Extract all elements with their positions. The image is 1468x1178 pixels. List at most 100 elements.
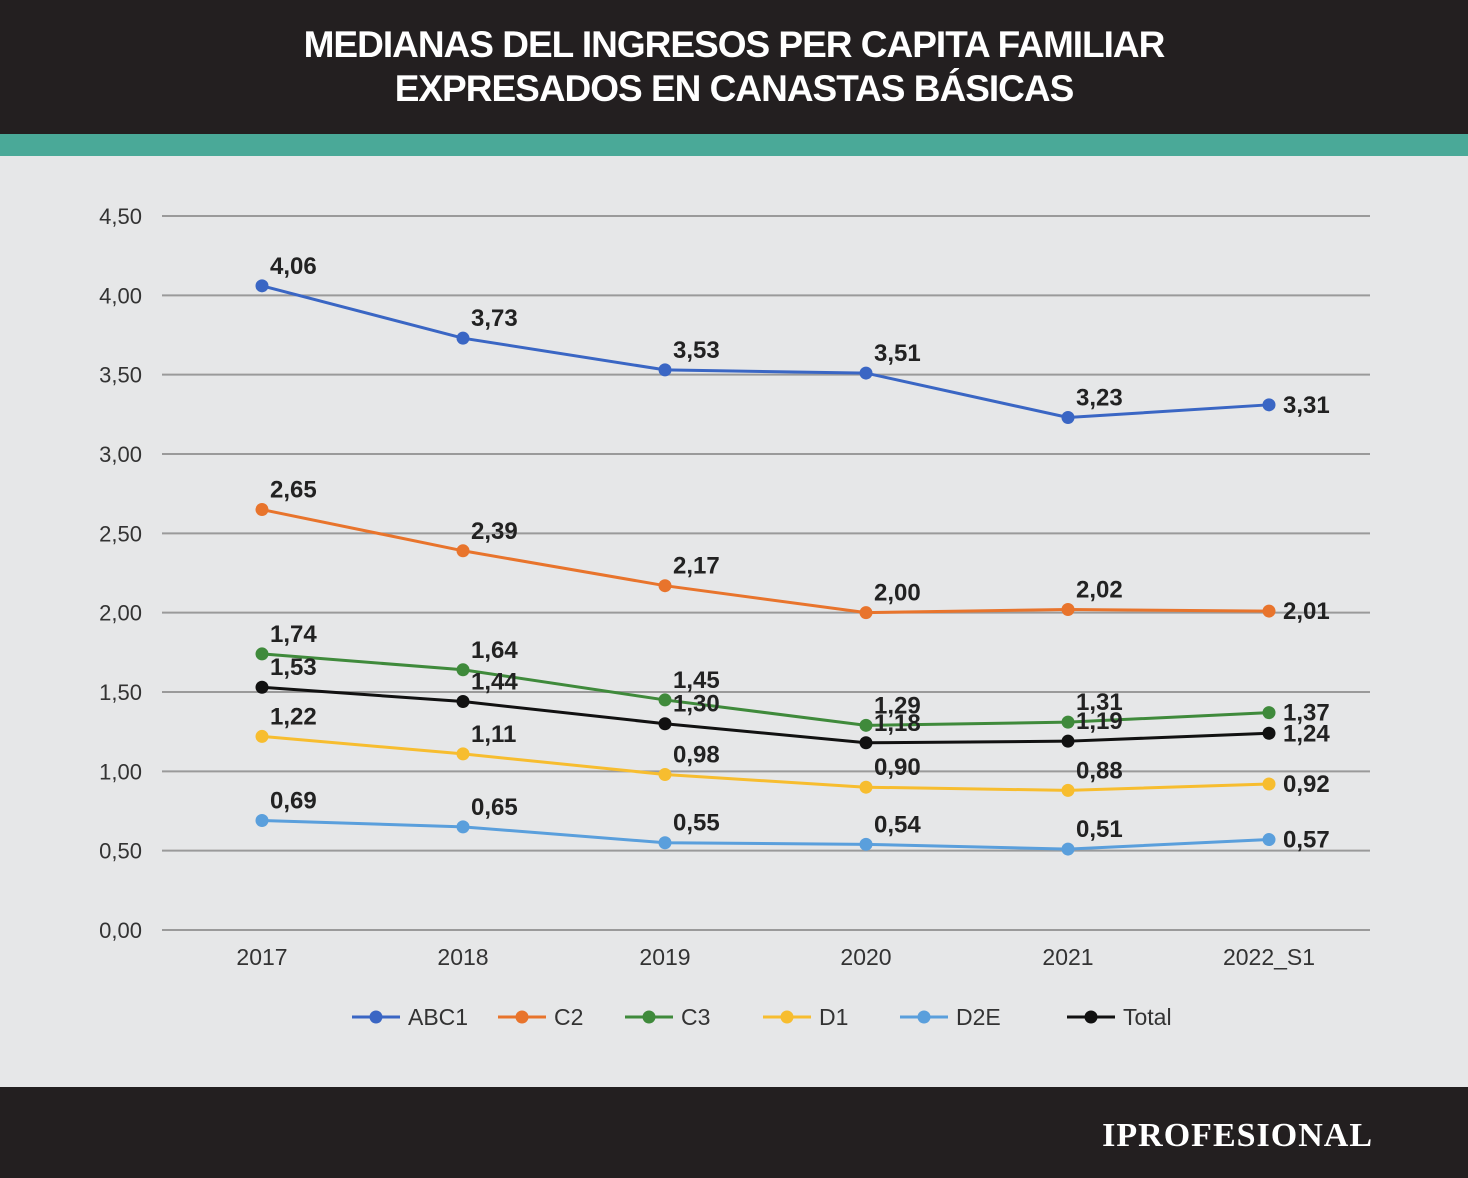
data-label: 2,00	[874, 580, 921, 607]
y-tick-label: 3,00	[99, 442, 142, 467]
data-label: 3,73	[471, 305, 518, 332]
data-label: 0,65	[471, 794, 518, 821]
data-point-c2	[456, 544, 470, 558]
y-tick-label: 1,00	[99, 759, 142, 784]
data-label: 1,24	[1283, 720, 1330, 747]
data-point-c3	[1262, 706, 1276, 720]
data-label: 2,02	[1076, 576, 1123, 603]
data-label: 2,65	[270, 477, 317, 504]
chart-title-line1: MEDIANAS DEL INGRESOS PER CAPITA FAMILIA…	[303, 24, 1166, 65]
legend-marker-abc1	[369, 1010, 383, 1024]
data-label: 1,64	[471, 637, 518, 664]
x-tick-label: 2018	[437, 944, 488, 970]
y-tick-label: 4,50	[99, 204, 142, 229]
legend-label-c3: C3	[681, 1004, 710, 1030]
data-point-c3	[658, 693, 672, 707]
data-label: 1,11	[471, 721, 516, 748]
data-label: 1,44	[471, 669, 518, 696]
data-point-abc1	[1061, 411, 1075, 425]
data-point-total	[658, 717, 672, 731]
legend-marker-c3	[642, 1010, 656, 1024]
series-line-c3	[261, 652, 1270, 727]
data-label: 3,31	[1283, 392, 1330, 419]
x-tick-label: 2022_S1	[1223, 944, 1315, 970]
data-label: 1,53	[270, 654, 317, 681]
x-tick-label: 2020	[840, 944, 891, 970]
data-label: 0,69	[270, 788, 317, 815]
footer: IPROFESIONAL	[0, 1087, 1468, 1178]
data-label: 2,17	[673, 553, 720, 580]
data-point-c3	[255, 647, 269, 661]
y-tick-label: 3,50	[99, 363, 142, 388]
legend-marker-d2e	[917, 1010, 931, 1024]
data-point-c2	[859, 606, 873, 620]
data-label: 3,51	[874, 340, 921, 367]
data-point-d2e	[456, 820, 470, 834]
data-label: 1,18	[874, 710, 921, 737]
data-point-abc1	[255, 279, 269, 293]
chart-title-line2: EXPRESADOS EN CANASTAS BÁSICAS	[394, 68, 1075, 109]
series-line-c2	[261, 508, 1270, 615]
data-label: 1,22	[270, 703, 317, 730]
data-point-total	[1061, 734, 1075, 748]
legend-label-d2e: D2E	[956, 1004, 1001, 1030]
data-point-c2	[1061, 602, 1075, 616]
y-tick-label: 1,50	[99, 680, 142, 705]
data-label: 4,06	[270, 253, 317, 280]
legend-label-abc1: ABC1	[408, 1004, 468, 1030]
chart-area: 0,00 0,50 1,00 1,50 2,00 2,50 3,00 3,50 4,00 4,50…	[0, 156, 1468, 1087]
line-chart: 0,00 0,50 1,00 1,50 2,00 2,50 3,00 3,50 4,00 4,50…	[99, 204, 1370, 1030]
data-point-d1	[658, 768, 672, 782]
data-point-c2	[658, 579, 672, 593]
data-label: 1,30	[673, 691, 720, 718]
data-point-d2e	[859, 837, 873, 851]
legend-label-total: Total	[1123, 1004, 1172, 1030]
legend-label-c2: C2	[554, 1004, 583, 1030]
legend-marker-c2	[515, 1010, 529, 1024]
x-tick-label: 2017	[236, 944, 287, 970]
legend-marker-d1	[780, 1010, 794, 1024]
data-point-abc1	[456, 331, 470, 345]
series-line-d2e	[261, 819, 1270, 851]
series-line-abc1	[261, 284, 1270, 420]
data-point-total	[1262, 726, 1276, 740]
data-point-d2e	[1262, 833, 1276, 847]
data-point-d2e	[658, 836, 672, 850]
data-point-total	[255, 680, 269, 694]
data-label: 0,57	[1283, 827, 1330, 854]
y-tick-label: 0,50	[99, 839, 142, 864]
x-tick-label: 2021	[1042, 944, 1093, 970]
data-label: 0,92	[1283, 771, 1330, 798]
data-point-d1	[1262, 777, 1276, 791]
data-label: 0,88	[1076, 757, 1123, 784]
x-tick-label: 2019	[639, 944, 690, 970]
data-label: 3,53	[673, 337, 720, 364]
data-point-total	[859, 736, 873, 750]
data-point-d1	[456, 747, 470, 761]
y-tick-label: 2,50	[99, 521, 142, 546]
data-point-d2e	[1061, 842, 1075, 856]
data-label: 0,98	[673, 742, 720, 769]
data-point-abc1	[859, 366, 873, 380]
data-label: 2,39	[471, 518, 518, 545]
legend-label-d1: D1	[819, 1004, 848, 1030]
data-label: 1,37	[1283, 700, 1330, 727]
data-point-abc1	[658, 363, 672, 377]
data-point-c2	[1262, 604, 1276, 618]
data-point-d1	[255, 729, 269, 743]
data-point-c2	[255, 503, 269, 517]
data-point-c3	[456, 663, 470, 677]
data-label: 2,01	[1283, 598, 1330, 625]
data-point-abc1	[1262, 398, 1276, 412]
series-line-d1	[261, 734, 1270, 792]
data-point-d2e	[255, 814, 269, 828]
data-label: 1,45	[673, 667, 720, 694]
y-tick-label: 4,00	[99, 283, 142, 308]
data-label: 1,31	[1076, 689, 1123, 716]
data-label: 1,74	[270, 621, 317, 648]
series-line-total	[261, 685, 1270, 745]
header: MEDIANAS DEL INGRESOS PER CAPITA FAMILIA…	[0, 0, 1468, 134]
y-tick-label: 0,00	[99, 918, 142, 943]
data-label: 0,55	[673, 810, 720, 837]
accent-stripe	[0, 134, 1468, 156]
